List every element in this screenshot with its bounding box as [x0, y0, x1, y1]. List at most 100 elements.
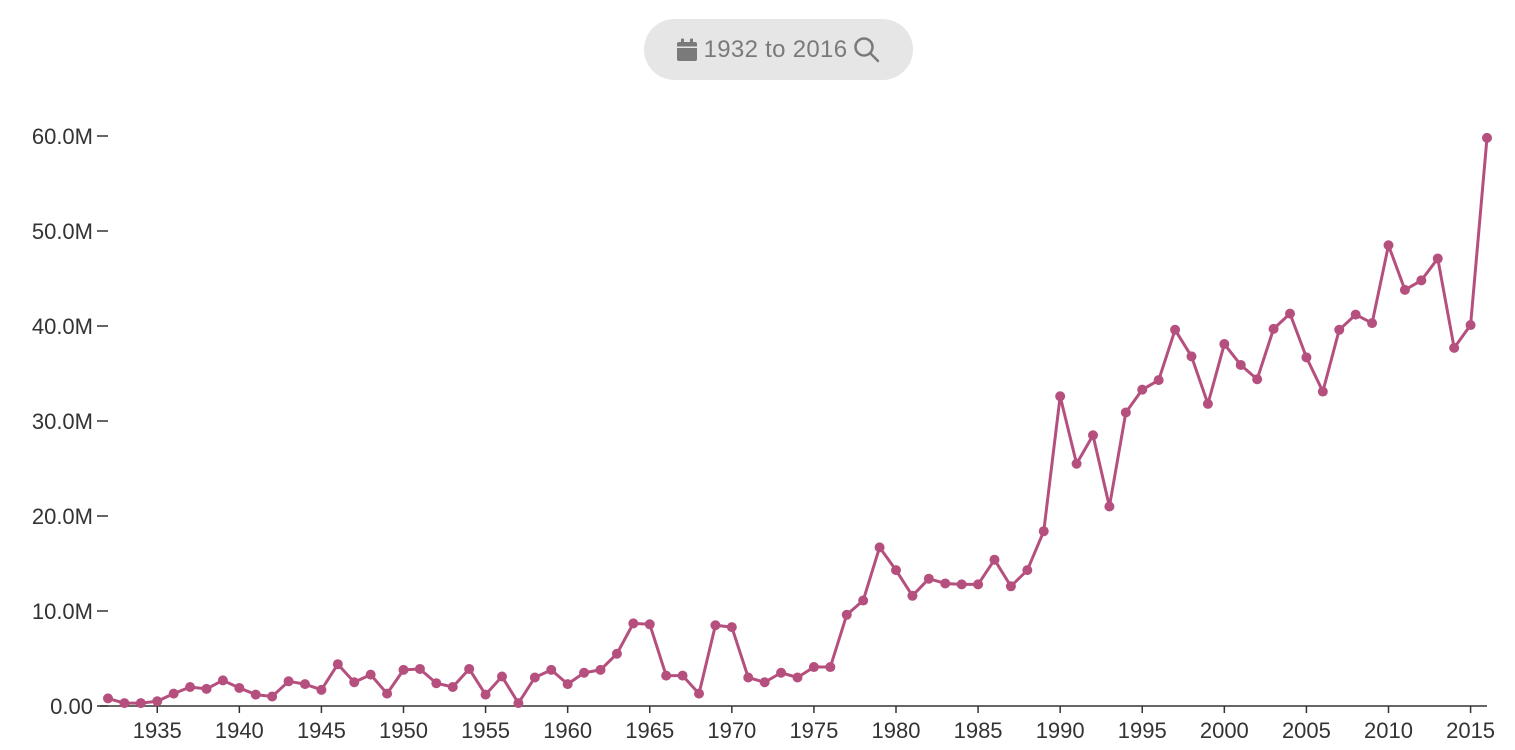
x-tick-label: 1950 [379, 718, 428, 743]
data-point [579, 667, 590, 678]
search-icon[interactable] [853, 36, 881, 64]
x-axis: 1935 1940 1945 1950 1955 1960 1965 1970 1975 1980… [100, 705, 1495, 743]
data-point [759, 677, 770, 688]
series-layer [103, 132, 1492, 709]
calendar-icon [676, 38, 698, 62]
data-point [874, 542, 885, 553]
data-point [1022, 565, 1033, 576]
x-tick-label: 1955 [461, 718, 510, 743]
x-tick-label: 1995 [1118, 718, 1167, 743]
y-tick-label: 20.0M [32, 504, 93, 529]
data-point [611, 648, 622, 659]
x-tick-label: 1990 [1036, 718, 1085, 743]
data-point [546, 664, 557, 675]
data-point [1235, 359, 1246, 370]
data-point [234, 682, 245, 693]
data-point [283, 676, 294, 687]
data-point [414, 663, 425, 674]
x-tick-label: 1940 [215, 718, 264, 743]
data-point [1170, 324, 1181, 335]
x-tick-label: 1960 [543, 718, 592, 743]
x-tick-label: 2005 [1282, 718, 1331, 743]
data-point [365, 669, 376, 680]
data-point [250, 689, 261, 700]
data-point [1137, 384, 1148, 395]
y-tick-label: 40.0M [32, 314, 93, 339]
data-point [1055, 391, 1066, 402]
data-point [267, 691, 278, 702]
data-point [447, 682, 458, 692]
data-point [628, 618, 639, 629]
data-point [1202, 398, 1213, 409]
data-point [497, 671, 507, 682]
x-tick-label: 1985 [954, 718, 1003, 743]
data-point [119, 698, 130, 709]
data-point [398, 664, 409, 675]
data-point [431, 678, 442, 689]
data-point [891, 565, 901, 576]
date-range-button[interactable]: 1932 to 2016 [644, 19, 913, 80]
data-point [1383, 240, 1394, 251]
data-point [940, 578, 951, 589]
data-point [989, 554, 1000, 565]
y-tick-label: 10.0M [32, 599, 93, 624]
y-tick-label: 0.00 [50, 694, 93, 719]
data-point [529, 672, 540, 683]
data-point [464, 663, 475, 674]
data-point [694, 688, 704, 699]
data-point [480, 689, 491, 700]
data-point [644, 619, 655, 630]
data-point [923, 573, 934, 584]
data-point [1317, 386, 1328, 397]
data-point [1399, 284, 1410, 295]
data-point [217, 675, 228, 686]
x-tick-label: 1965 [625, 718, 674, 743]
data-point [661, 670, 672, 681]
data-point [1432, 253, 1443, 264]
y-axis: 0.00 10.0M 20.0M 30.0M 40.0M 50.0M 60.0M [32, 124, 108, 719]
data-point [1367, 318, 1378, 329]
data-point [1088, 430, 1098, 441]
data-point [1268, 323, 1279, 334]
y-tick-label: 30.0M [32, 409, 93, 434]
data-point [1104, 501, 1115, 512]
data-point [595, 664, 606, 675]
x-tick-label: 2000 [1200, 718, 1249, 743]
data-point [841, 609, 852, 620]
data-point [1252, 374, 1263, 385]
data-point [1350, 309, 1361, 320]
x-tick-label: 2015 [1446, 718, 1495, 743]
data-point [1219, 339, 1230, 350]
data-point [710, 620, 721, 631]
data-point [1416, 275, 1427, 286]
data-point [1071, 458, 1082, 469]
data-point [135, 698, 146, 709]
data-point [300, 679, 310, 690]
data-point [382, 688, 393, 699]
data-point [1285, 308, 1295, 319]
data-point [726, 622, 737, 633]
data-point [776, 667, 787, 678]
data-point [1449, 342, 1460, 353]
x-tick-label: 1945 [297, 718, 346, 743]
data-point [743, 672, 754, 683]
data-point [185, 682, 196, 692]
data-point [1334, 324, 1345, 335]
x-tick-label: 1980 [872, 718, 921, 743]
data-point [956, 579, 967, 590]
date-range-label: 1932 to 2016 [703, 35, 848, 63]
y-tick-label: 60.0M [32, 124, 93, 149]
data-point [677, 670, 688, 681]
data-point [1005, 581, 1016, 592]
data-point [1465, 320, 1476, 331]
data-point [825, 662, 836, 673]
x-tick-label: 1975 [789, 718, 838, 743]
data-point [1301, 352, 1312, 363]
data-point [349, 677, 360, 688]
data-point [1120, 407, 1131, 418]
x-tick-label: 2010 [1364, 718, 1413, 743]
data-point [168, 688, 179, 699]
data-point [513, 698, 524, 709]
x-tick-label: 1935 [133, 718, 182, 743]
